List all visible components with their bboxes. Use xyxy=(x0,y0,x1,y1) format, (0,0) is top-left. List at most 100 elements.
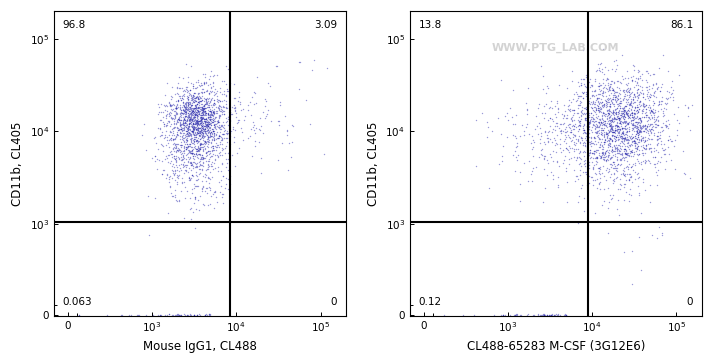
Point xyxy=(608,92,620,98)
Point xyxy=(653,98,665,104)
Point xyxy=(595,131,607,137)
Point xyxy=(631,128,642,134)
Point xyxy=(645,129,657,135)
Point xyxy=(173,162,184,168)
Point xyxy=(179,101,190,107)
Point xyxy=(598,120,610,126)
Point xyxy=(170,105,181,111)
Point xyxy=(606,126,617,132)
Point xyxy=(630,145,642,151)
Point xyxy=(578,161,590,167)
Point xyxy=(184,99,195,104)
Point xyxy=(588,99,599,104)
Point xyxy=(551,141,563,147)
Point xyxy=(208,97,220,103)
Point xyxy=(623,87,635,93)
Point xyxy=(657,127,669,133)
Point xyxy=(168,145,179,150)
Point xyxy=(567,131,578,137)
Point xyxy=(528,312,540,318)
Point xyxy=(190,118,202,124)
Point xyxy=(609,96,620,102)
Point xyxy=(183,120,195,126)
Point xyxy=(626,78,637,83)
Point xyxy=(662,88,673,94)
Point xyxy=(176,134,188,140)
Point xyxy=(622,75,634,80)
Point xyxy=(170,312,181,317)
Point xyxy=(578,153,590,159)
Point xyxy=(536,146,548,152)
Point xyxy=(161,103,173,109)
Point xyxy=(624,94,635,100)
Point xyxy=(153,109,165,115)
Point xyxy=(600,131,612,136)
Point xyxy=(183,127,194,133)
Point xyxy=(203,137,215,143)
Point xyxy=(198,103,210,109)
Point xyxy=(153,101,164,107)
Point xyxy=(210,123,221,128)
Point xyxy=(605,78,616,84)
Point xyxy=(603,168,615,174)
Point xyxy=(206,88,217,94)
Point xyxy=(617,129,629,135)
Point xyxy=(164,136,175,142)
Point xyxy=(666,90,677,96)
Point xyxy=(651,133,662,139)
Point xyxy=(188,126,200,131)
Point xyxy=(634,101,645,107)
Point xyxy=(644,110,655,116)
Point xyxy=(198,106,210,111)
Point xyxy=(583,161,594,167)
Point xyxy=(594,91,605,96)
Point xyxy=(622,150,634,156)
Point xyxy=(207,116,218,122)
Point xyxy=(648,89,660,95)
Point xyxy=(483,186,494,191)
Point xyxy=(176,93,188,99)
Point xyxy=(634,191,645,197)
Point xyxy=(617,154,628,160)
Point xyxy=(538,115,550,121)
Point xyxy=(180,162,192,168)
Point xyxy=(592,95,603,101)
Point xyxy=(206,130,217,135)
Point xyxy=(199,72,210,78)
Point xyxy=(215,85,226,91)
Point xyxy=(604,123,615,129)
Point xyxy=(654,159,665,165)
Point xyxy=(535,136,546,142)
Point xyxy=(204,134,215,140)
Point xyxy=(169,170,180,176)
Point xyxy=(597,144,609,150)
Point xyxy=(171,312,183,317)
Point xyxy=(205,111,216,117)
Point xyxy=(193,126,204,131)
Point xyxy=(171,142,183,147)
Point xyxy=(617,125,629,131)
Point xyxy=(607,138,618,143)
Point xyxy=(197,148,208,154)
Point xyxy=(179,120,190,126)
Point xyxy=(590,170,601,176)
Point xyxy=(200,108,211,114)
Point xyxy=(175,167,187,173)
Point xyxy=(178,93,190,99)
Point xyxy=(632,130,644,136)
Point xyxy=(645,148,656,154)
Point xyxy=(549,123,560,129)
Point xyxy=(231,120,242,126)
Point xyxy=(192,102,203,107)
Point xyxy=(592,129,603,135)
Point xyxy=(595,127,606,133)
Point xyxy=(565,129,576,135)
Point xyxy=(550,312,561,317)
Point xyxy=(187,150,198,156)
Point xyxy=(160,142,172,147)
Point xyxy=(635,118,647,124)
Point xyxy=(568,110,579,116)
Point xyxy=(202,144,213,150)
Point xyxy=(170,122,182,127)
Point xyxy=(585,154,597,160)
